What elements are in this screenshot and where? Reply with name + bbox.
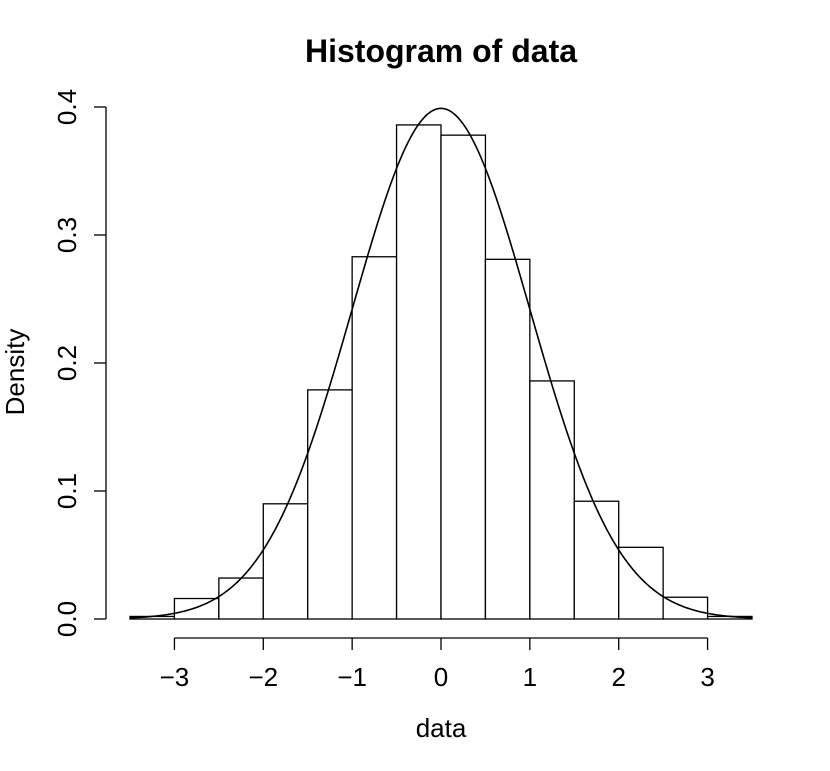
x-tick-label: 1 [523,662,537,692]
y-tick-label: 0.3 [52,217,82,253]
x-tick-label: 2 [611,662,625,692]
x-tick-label: 0 [434,662,448,692]
histogram-bar [262,503,309,620]
y-tick-label: 0.0 [52,601,82,637]
histogram-bar [484,258,531,620]
x-tick-label: 3 [700,662,714,692]
x-tick-label: −3 [160,662,190,692]
histogram-bar [307,389,353,620]
chart-title: Histogram of data [305,33,577,69]
y-tick-label: 0.1 [52,473,82,509]
histogram-bar [218,577,264,620]
x-axis-label: data [416,713,467,743]
x-axis: −3 −2 −1 0 1 2 3 [160,637,715,692]
histogram-bar [351,256,398,620]
histogram-bar [173,597,220,620]
density-curve-group [129,107,753,619]
histogram-bar [529,380,575,620]
y-tick-label: 0.4 [52,89,82,125]
x-tick-label: −2 [248,662,278,692]
y-tick-label: 0.2 [52,345,82,381]
histogram-bar [395,124,442,620]
x-tick-label: −1 [337,662,367,692]
histogram-bar [573,500,620,620]
density-curve [129,107,753,619]
y-axis-label: Density [0,329,30,416]
y-axis: 0.0 0.1 0.2 0.3 0.4 [52,89,107,637]
histogram-bar [618,546,664,620]
histogram-bar [440,134,487,620]
histogram-bars [129,124,753,620]
